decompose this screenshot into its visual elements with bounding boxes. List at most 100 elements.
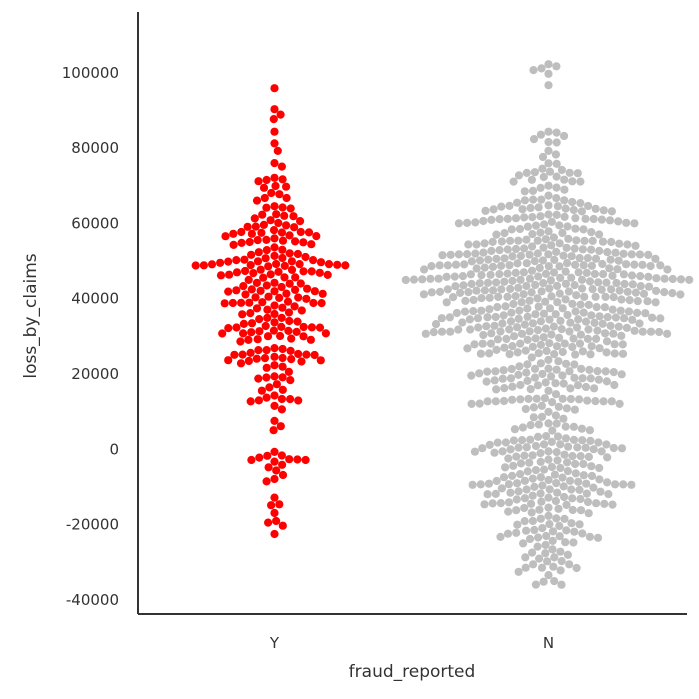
- data-point: [544, 137, 553, 147]
- data-point: [521, 346, 530, 355]
- data-point: [278, 460, 287, 469]
- data-point: [570, 405, 580, 414]
- data-point: [245, 237, 254, 247]
- data-point: [611, 480, 620, 489]
- data-point: [333, 260, 342, 269]
- data-point: [583, 334, 593, 343]
- data-point: [262, 373, 271, 382]
- data-point: [591, 254, 601, 263]
- data-point: [676, 275, 686, 284]
- data-point: [646, 261, 655, 271]
- data-point: [587, 471, 597, 481]
- data-point: [467, 257, 476, 266]
- data-point: [255, 327, 264, 336]
- data-point: [544, 511, 553, 520]
- data-point: [676, 290, 685, 299]
- data-point: [341, 261, 350, 270]
- data-point: [224, 287, 233, 296]
- data-point: [274, 267, 283, 276]
- data-point: [216, 258, 225, 267]
- data-point: [508, 342, 517, 351]
- data-point: [538, 256, 548, 265]
- data-point: [293, 317, 302, 326]
- data-point: [560, 175, 569, 184]
- data-point: [511, 268, 520, 277]
- data-point: [635, 319, 644, 328]
- data-point: [565, 327, 574, 336]
- data-point: [460, 307, 470, 316]
- data-point: [249, 269, 258, 278]
- data-point: [513, 479, 522, 488]
- data-point: [480, 286, 489, 295]
- data-point: [569, 422, 579, 431]
- data-point: [638, 327, 647, 336]
- data-point: [583, 396, 592, 405]
- data-point: [508, 252, 517, 261]
- data-point: [542, 531, 551, 541]
- data-point: [516, 339, 525, 348]
- data-point: [603, 453, 612, 462]
- data-point: [555, 239, 564, 248]
- data-point: [244, 356, 253, 366]
- data-point: [244, 275, 253, 284]
- data-point: [264, 518, 273, 527]
- data-point: [286, 395, 295, 404]
- data-point: [278, 344, 287, 354]
- data-point: [251, 222, 260, 231]
- data-point: [556, 463, 565, 473]
- data-point: [571, 224, 580, 233]
- data-point: [270, 127, 279, 136]
- data-point: [296, 217, 305, 226]
- data-point: [498, 374, 507, 383]
- data-point: [277, 451, 286, 460]
- data-point: [259, 273, 268, 282]
- data-point: [571, 307, 580, 316]
- y-tick-label: -20000: [66, 516, 119, 534]
- data-point: [467, 279, 476, 289]
- data-point: [282, 289, 291, 298]
- data-point: [597, 215, 607, 224]
- data-point: [537, 412, 547, 421]
- data-point: [246, 309, 255, 318]
- data-point: [601, 292, 610, 301]
- data-point: [534, 302, 543, 311]
- data-point: [302, 350, 311, 359]
- data-point: [552, 419, 561, 428]
- data-point: [470, 340, 479, 349]
- data-point: [563, 259, 572, 268]
- data-point: [482, 322, 491, 331]
- y-tick-labels: -40000 -20000 0 20000 40000 60000 80000 100000: [62, 64, 119, 609]
- data-point: [296, 279, 305, 288]
- data-point: [488, 237, 497, 246]
- data-point: [544, 127, 553, 136]
- data-point: [285, 316, 294, 326]
- data-point: [568, 342, 577, 352]
- data-point: [250, 214, 259, 223]
- data-point: [278, 362, 287, 371]
- data-point: [584, 300, 593, 309]
- data-point: [278, 521, 287, 530]
- data-point: [509, 177, 518, 186]
- data-point: [597, 285, 606, 294]
- data-point: [550, 577, 559, 586]
- data-point: [543, 557, 552, 566]
- data-point: [477, 294, 486, 303]
- data-point: [241, 266, 250, 276]
- data-point: [557, 580, 566, 589]
- data-point: [544, 159, 553, 168]
- data-point: [544, 60, 553, 69]
- data-point: [519, 268, 529, 277]
- data-point: [294, 349, 303, 359]
- data-point: [218, 329, 227, 338]
- data-point: [301, 455, 310, 465]
- data-point: [579, 459, 588, 469]
- data-point: [307, 267, 316, 276]
- data-point: [561, 538, 570, 547]
- data-point: [514, 236, 523, 245]
- data-point: [497, 484, 506, 493]
- data-point: [269, 226, 279, 235]
- data-point: [509, 299, 518, 309]
- data-point: [255, 315, 264, 324]
- data-point: [243, 222, 252, 231]
